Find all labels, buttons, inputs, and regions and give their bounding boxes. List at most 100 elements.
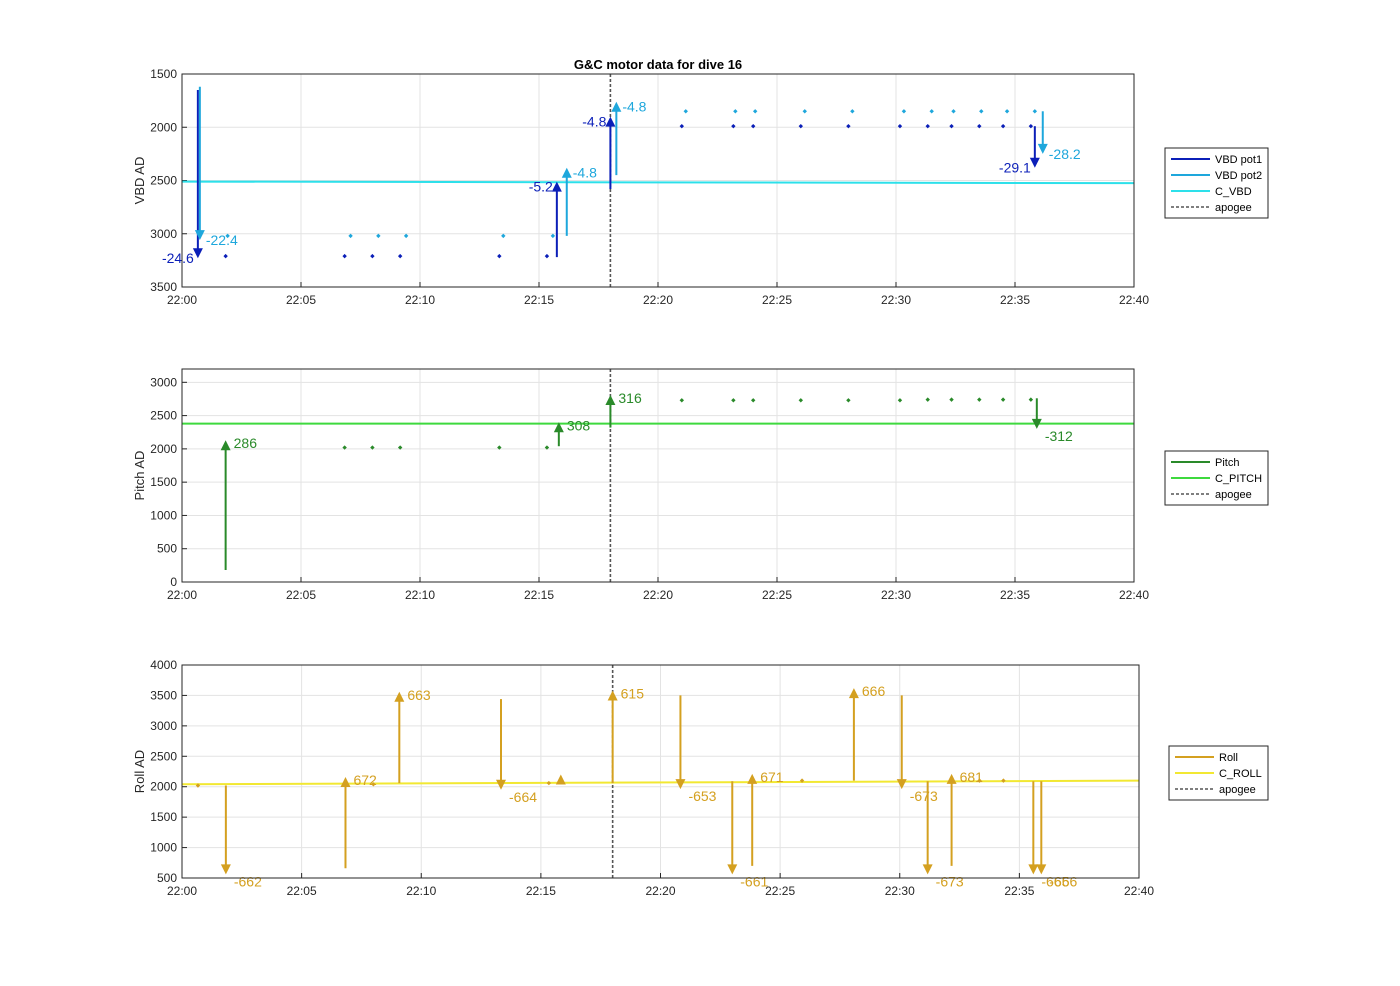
axes-box [181, 664, 1140, 879]
data-point [798, 398, 803, 403]
move-arrow-head [551, 181, 562, 192]
data-point [949, 397, 954, 402]
move-label: 615 [621, 686, 645, 702]
data-point [925, 397, 930, 402]
move-arrow-head [220, 864, 231, 875]
legend-entry: Roll [1219, 752, 1238, 764]
move-arrow-head [194, 230, 205, 241]
move-arrow-head [896, 779, 907, 790]
y-tick-label: 3000 [150, 719, 177, 733]
data-point [731, 398, 736, 403]
data-point [929, 109, 934, 114]
x-tick-label: 22:05 [287, 884, 317, 898]
legend-entry: Pitch [1215, 457, 1239, 469]
move-arrow-head [340, 776, 351, 787]
y-tick-label: 1500 [150, 475, 177, 489]
x-tick-label: 22:40 [1119, 293, 1149, 307]
move-label: 286 [234, 435, 258, 451]
move-label: -4.8 [573, 165, 597, 181]
move-label: 666 [862, 683, 886, 699]
x-tick-label: 22:30 [881, 293, 911, 307]
move-label: -661 [740, 873, 768, 889]
data-point [751, 123, 756, 129]
x-tick-label: 22:25 [765, 884, 795, 898]
data-point [223, 253, 228, 259]
move-arrow-head [922, 864, 933, 875]
move-label: -28.2 [1049, 146, 1081, 162]
x-tick-label: 22:40 [1124, 884, 1154, 898]
move-arrow-head [220, 440, 231, 451]
data-point [403, 233, 409, 239]
y-tick-label: 2500 [150, 174, 177, 188]
data-point [376, 233, 381, 239]
data-point [544, 445, 550, 450]
data-point [733, 109, 738, 114]
data-point [850, 109, 855, 114]
x-tick-label: 22:30 [885, 884, 915, 898]
legend-entry: apogee [1219, 784, 1256, 796]
y-tick-label: 3500 [150, 280, 177, 294]
y-tick-label: 2000 [150, 120, 177, 134]
move-label: -4.8 [622, 99, 646, 115]
move-label: 308 [567, 417, 591, 433]
data-point [752, 109, 758, 114]
legend-entry: VBD pot2 [1215, 170, 1262, 182]
move-label: -312 [1045, 428, 1073, 444]
move-label: -24.6 [162, 250, 194, 266]
x-tick-label: 22:00 [167, 293, 197, 307]
move-arrow-head [605, 394, 616, 405]
data-point [1001, 778, 1006, 783]
legend-entry: C_PITCH [1215, 473, 1262, 485]
data-point [370, 253, 375, 259]
move-label: -4.8 [582, 114, 606, 130]
data-point [550, 233, 556, 239]
move-arrow-head [394, 691, 405, 702]
x-tick-label: 22:10 [406, 884, 436, 898]
data-point [225, 233, 230, 239]
x-tick-label: 22:05 [286, 588, 316, 602]
move-arrow-head [1029, 157, 1040, 168]
move-arrow-head [848, 688, 859, 699]
move-arrow-head [1037, 143, 1048, 154]
move-arrow-head [192, 248, 203, 259]
panel-vbd: 22:00 22:05 22:10 22:15 22:20 22:25 22:30 22:35… [132, 67, 1269, 307]
move-arrow-head [1031, 418, 1042, 429]
move-label: -664 [509, 789, 537, 805]
data-point [1028, 397, 1034, 402]
y-tick-label: 2500 [150, 409, 177, 423]
data-point [195, 783, 201, 788]
center-line [181, 180, 1135, 185]
data-point [501, 233, 506, 239]
move-label: -5.2 [529, 179, 553, 195]
move-arrow-head [675, 779, 686, 790]
move-arrow-head [555, 774, 566, 785]
x-tick-label: 22:20 [645, 884, 675, 898]
x-tick-label: 22:15 [524, 588, 554, 602]
move-label: -673 [936, 873, 964, 889]
y-tick-label: 1500 [150, 67, 177, 81]
data-point [925, 123, 930, 129]
move-arrow-head [553, 422, 564, 433]
data-point [1000, 123, 1006, 129]
move-label: 672 [353, 772, 377, 788]
data-point [977, 778, 982, 783]
data-point [949, 123, 954, 129]
y-axis-label: Pitch AD [132, 451, 147, 501]
data-point [397, 445, 403, 450]
move-arrow-head [747, 773, 758, 784]
axes-box [181, 368, 1135, 583]
data-point [901, 109, 907, 114]
data-point [546, 780, 552, 786]
x-tick-label: 22:30 [881, 588, 911, 602]
data-point [683, 109, 688, 114]
panel-roll: 22:00 22:05 22:10 22:15 22:20 22:25 22:30 22:35… [132, 658, 1269, 898]
data-point [497, 253, 502, 259]
move-label: -665 [1041, 873, 1069, 889]
move-arrow-head [1036, 864, 1047, 875]
y-tick-label: 1500 [150, 810, 177, 824]
legend-entry: apogee [1215, 202, 1252, 214]
y-tick-label: 0 [170, 575, 177, 589]
